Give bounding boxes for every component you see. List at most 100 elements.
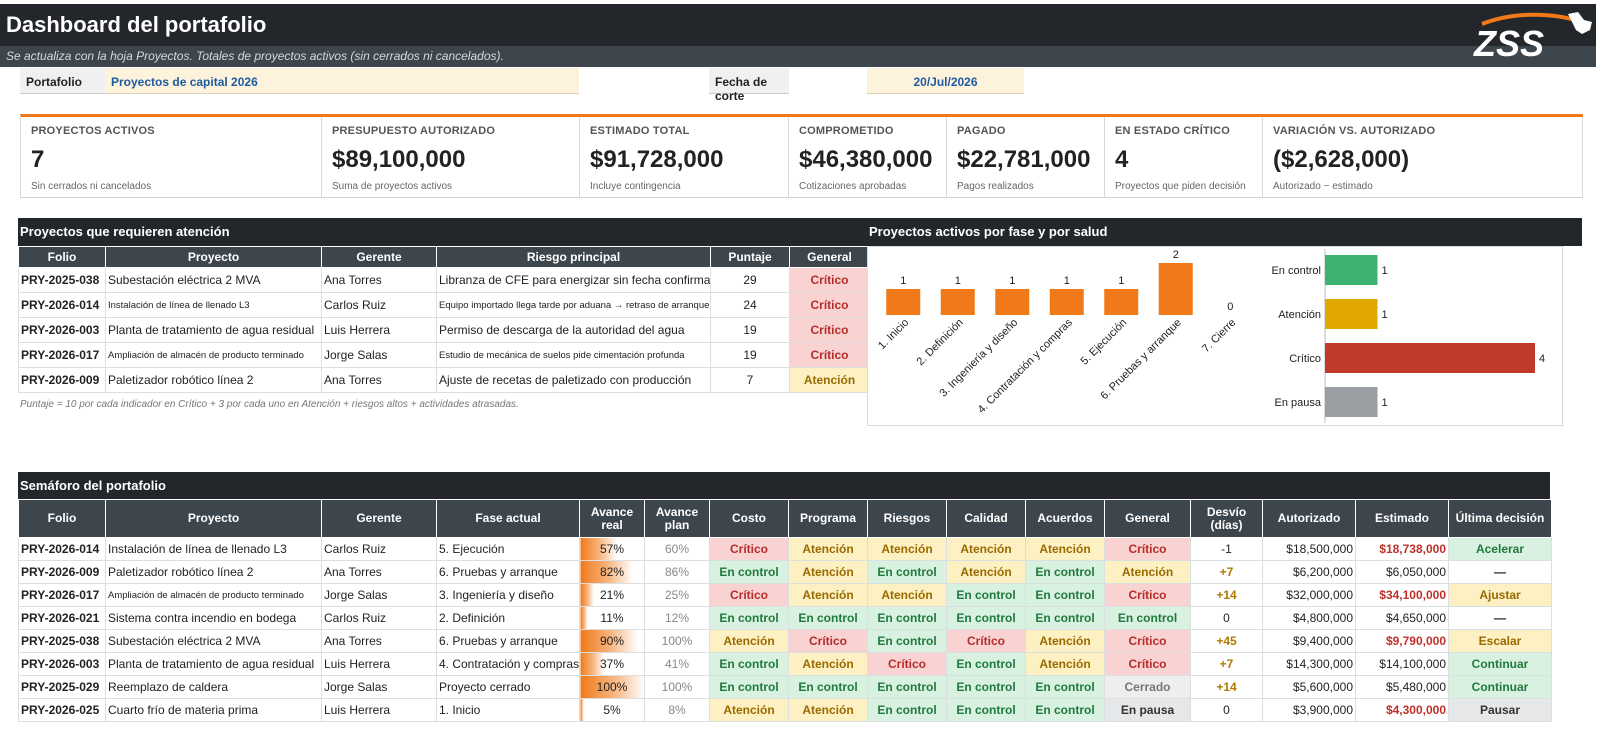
estimate-cell: $4,650,000 bbox=[1355, 606, 1449, 630]
decision-badge: Ajustar bbox=[1448, 583, 1552, 607]
kpi-sub: Incluye contingencia bbox=[590, 181, 681, 192]
folio-cell: PRY-2026-017 bbox=[18, 342, 106, 368]
cutoff-date-input[interactable]: 20/Jul/2026 bbox=[867, 68, 1024, 94]
risk-cell: Ajuste de recetas de paletizado con prod… bbox=[436, 367, 711, 393]
decision-badge: Pausar bbox=[1448, 698, 1552, 722]
project-cell: Subestación eléctrica 2 MVA bbox=[105, 267, 322, 293]
phase-bar-value: 1 bbox=[955, 275, 961, 287]
semaforo-row[interactable]: PRY-2026-025 Cuarto frío de materia prima… bbox=[18, 698, 1552, 722]
health-chart-svg: En control 1 Atención 1 Crítico 4 En pausa 1 bbox=[1271, 249, 1545, 423]
status-badge: Crítico bbox=[867, 652, 947, 676]
estimate-cell: $9,790,000 bbox=[1355, 629, 1449, 653]
score-cell: 19 bbox=[710, 317, 790, 343]
status-badge: Atención bbox=[788, 652, 868, 676]
status-badge: Cerrado bbox=[1104, 675, 1191, 699]
folio-cell: PRY-2026-017 bbox=[18, 583, 106, 607]
status-badge: En control bbox=[709, 652, 789, 676]
health-category-label: Atención bbox=[1278, 309, 1321, 321]
semaforo-row[interactable]: PRY-2026-003 Planta de tratamiento de agu… bbox=[18, 652, 1552, 676]
status-badge: En control bbox=[1025, 675, 1105, 699]
authorized-cell: $18,500,000 bbox=[1262, 537, 1356, 561]
estimate-cell: $6,050,000 bbox=[1355, 560, 1449, 584]
progress-real-cell: 100% bbox=[579, 675, 645, 699]
project-cell: Instalación de línea de llenado L3 bbox=[105, 292, 322, 318]
project-cell: Cuarto frío de materia prima bbox=[105, 698, 322, 722]
kpi-strip: PROYECTOS ACTIVOS 7 Sin cerrados ni canc… bbox=[20, 114, 1583, 198]
status-badge: En control bbox=[867, 560, 947, 584]
logo-text: ZSS bbox=[1473, 23, 1544, 62]
decision-badge: — bbox=[1448, 606, 1552, 630]
semaforo-col-header: Calidad bbox=[946, 499, 1026, 538]
manager-cell: Ana Torres bbox=[321, 267, 437, 293]
status-badge: Atención bbox=[788, 583, 868, 607]
authorized-cell: $4,800,000 bbox=[1262, 606, 1356, 630]
attention-row[interactable]: PRY-2026-009 Paletizador robótico línea 2… bbox=[18, 367, 870, 393]
folio-cell: PRY-2026-009 bbox=[18, 560, 106, 584]
progress-real-cell: 90% bbox=[579, 629, 645, 653]
attention-section-title: Proyectos que requieren atención bbox=[18, 218, 869, 246]
folio-cell: PRY-2026-014 bbox=[18, 537, 106, 561]
deviation-cell: +7 bbox=[1190, 560, 1263, 584]
kpi-value: 4 bbox=[1115, 146, 1129, 173]
project-cell: Instalación de línea de llenado L3 bbox=[105, 537, 322, 561]
kpi-card: PRESUPUESTO AUTORIZADO $89,100,000 Suma … bbox=[322, 117, 580, 198]
status-badge: Atención bbox=[788, 560, 868, 584]
project-cell: Subestación eléctrica 2 MVA bbox=[105, 629, 322, 653]
kpi-sub: Sin cerrados ni cancelados bbox=[31, 181, 152, 192]
semaforo-row[interactable]: PRY-2026-021 Sistema contra incendio en b… bbox=[18, 606, 1552, 630]
manager-cell: Ana Torres bbox=[321, 367, 437, 393]
status-badge: Atención bbox=[1104, 560, 1191, 584]
status-badge: Crítico bbox=[789, 267, 870, 293]
semaforo-row[interactable]: PRY-2026-017 Ampliación de almacén de pro… bbox=[18, 583, 1552, 607]
cutoff-date-label: Fecha de corte bbox=[709, 68, 789, 103]
manager-cell: Luis Herrera bbox=[321, 317, 437, 343]
deviation-cell: +7 bbox=[1190, 652, 1263, 676]
semaforo-col-header: Acuerdos bbox=[1025, 499, 1105, 538]
semaforo-row[interactable]: PRY-2025-029 Reemplazo de caldera Jorge Sa… bbox=[18, 675, 1552, 699]
folio-cell: PRY-2026-003 bbox=[18, 652, 106, 676]
attention-row[interactable]: PRY-2025-038 Subestación eléctrica 2 MVA A… bbox=[18, 267, 870, 293]
attention-row[interactable]: PRY-2026-017 Ampliación de almacén de pro… bbox=[18, 342, 870, 368]
attention-row[interactable]: PRY-2026-003 Planta de tratamiento de agu… bbox=[18, 317, 870, 343]
risk-cell: Estudio de mecánica de suelos pide cimen… bbox=[436, 342, 711, 368]
phase-cell: 1. Inicio bbox=[436, 698, 580, 722]
status-badge: En control bbox=[1025, 698, 1105, 722]
project-cell: Sistema contra incendio en bodega bbox=[105, 606, 322, 630]
estimate-cell: $4,300,000 bbox=[1355, 698, 1449, 722]
kpi-sub: Cotizaciones aprobadas bbox=[799, 181, 907, 192]
progress-real-cell: 37% bbox=[579, 652, 645, 676]
status-badge: En control bbox=[788, 675, 868, 699]
kpi-card: PAGADO $22,781,000 Pagos realizados bbox=[947, 117, 1105, 198]
status-badge: Crítico bbox=[788, 629, 868, 653]
status-badge: Atención bbox=[1025, 652, 1105, 676]
status-badge: Atención bbox=[867, 537, 947, 561]
semaforo-row[interactable]: PRY-2026-014 Instalación de línea de llen… bbox=[18, 537, 1552, 561]
semaforo-row[interactable]: PRY-2026-009 Paletizador robótico línea 2… bbox=[18, 560, 1552, 584]
status-badge: Atención bbox=[946, 560, 1026, 584]
risk-cell: Libranza de CFE para energizar sin fecha… bbox=[436, 267, 711, 293]
status-badge: Crítico bbox=[1104, 652, 1191, 676]
health-category-label: En control bbox=[1271, 265, 1321, 277]
portfolio-select[interactable]: Proyectos de capital 2026 bbox=[105, 68, 579, 94]
health-category-label: En pausa bbox=[1275, 397, 1322, 409]
status-badge: En control bbox=[946, 652, 1026, 676]
health-bar bbox=[1325, 387, 1378, 417]
semaforo-col-header: Proyecto bbox=[105, 499, 322, 538]
status-badge: En control bbox=[867, 629, 947, 653]
phase-bar bbox=[995, 289, 1030, 315]
attention-col-header: Riesgo principal bbox=[436, 246, 711, 268]
status-badge: En control bbox=[1025, 560, 1105, 584]
kpi-sub: Pagos realizados bbox=[957, 181, 1034, 192]
semaforo-col-header: Avance plan bbox=[644, 499, 710, 538]
semaforo-col-header: Folio bbox=[18, 499, 106, 538]
semaforo-col-header: Programa bbox=[788, 499, 868, 538]
status-badge: En control bbox=[946, 606, 1026, 630]
semaforo-col-header: Gerente bbox=[321, 499, 437, 538]
folio-cell: PRY-2026-009 bbox=[18, 367, 106, 393]
phase-cell: 2. Definición bbox=[436, 606, 580, 630]
decision-badge: — bbox=[1448, 560, 1552, 584]
attention-row[interactable]: PRY-2026-014 Instalación de línea de llen… bbox=[18, 292, 870, 318]
semaforo-row[interactable]: PRY-2025-038 Subestación eléctrica 2 MVA A… bbox=[18, 629, 1552, 653]
